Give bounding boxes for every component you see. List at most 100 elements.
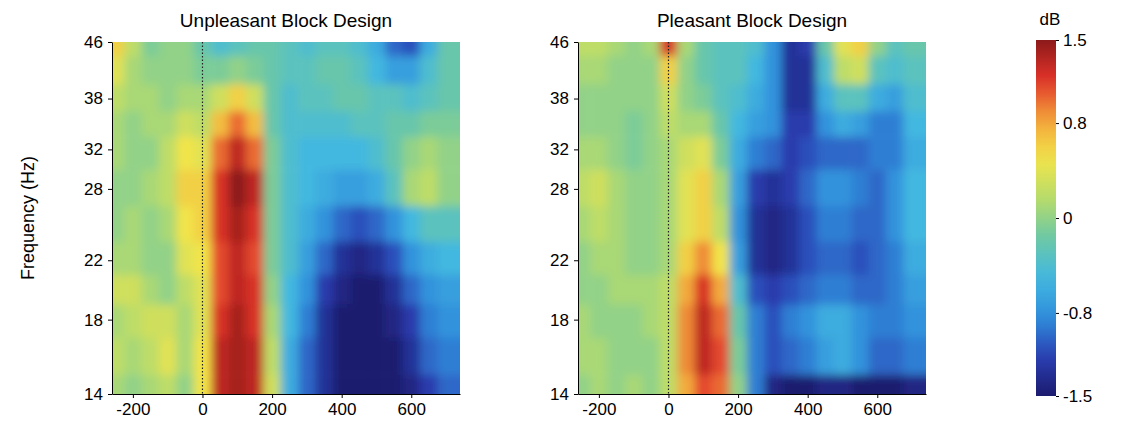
cell [176,111,194,137]
cell [263,337,281,375]
cell [712,136,730,170]
cell [176,42,194,56]
cell [437,241,460,275]
cell [142,169,160,206]
cell [246,274,264,304]
cell [368,304,386,338]
cell [677,274,695,304]
tick-label: 46 [84,33,103,52]
cell [420,241,438,275]
cell [747,206,765,242]
cell [316,136,334,170]
cell [333,337,351,375]
cell [350,136,368,170]
cell [886,241,904,275]
cell [368,206,386,242]
cell [747,55,765,84]
cell [695,274,713,304]
cell [608,241,626,275]
cell [799,42,817,56]
cell [385,169,403,206]
cell [799,241,817,275]
cell [729,337,747,375]
cell [263,169,281,206]
cell [333,304,351,338]
tick-mark [574,320,578,321]
cell [782,337,800,375]
cell [298,241,316,275]
cell [316,241,334,275]
cell [298,374,316,394]
cell [712,206,730,242]
cell [764,84,782,112]
cell [211,55,229,84]
tick-mark [574,42,578,43]
cell [578,169,591,206]
cell [112,304,125,338]
cell [176,84,194,112]
tick-label: 38 [550,89,569,108]
cell [729,241,747,275]
panel-title: Unpleasant Block Design [180,10,392,31]
cell [420,55,438,84]
cell [578,206,591,242]
cell [246,206,264,242]
tick-mark [574,189,578,190]
cell [642,169,660,206]
cell [124,241,142,275]
cell [747,169,765,206]
colorbar-title: dB [1040,10,1061,29]
cell [677,304,695,338]
cell [112,84,125,112]
cell [350,274,368,304]
onset-line [668,42,669,394]
tick-mark [1056,218,1059,219]
cell [625,304,643,338]
cell [729,206,747,242]
cell [903,304,926,338]
cell [712,304,730,338]
cell [816,55,834,84]
cell [350,304,368,338]
cell [834,84,852,112]
tick: 400 [328,394,356,419]
cell [437,169,460,206]
cell [695,111,713,137]
tick-label: 14 [550,385,569,404]
tick-label: 600 [398,400,426,419]
cell [159,84,177,112]
cell [316,206,334,242]
cell [159,274,177,304]
tick-label: -0.8 [1063,304,1092,323]
cell [816,169,834,206]
cell [608,136,626,170]
cell [747,136,765,170]
cell [211,169,229,206]
cell [281,84,299,112]
cell [403,274,421,304]
cell [403,169,421,206]
x-axis: -2000200400600 [113,394,461,419]
cell [834,55,852,84]
cell [608,337,626,375]
cell [316,374,334,394]
cell [246,136,264,170]
cell [281,42,299,56]
cell [298,55,316,84]
cell [385,274,403,304]
cell [886,304,904,338]
cell [816,206,834,242]
y-axis-title: Frequency (Hz) [18,156,38,280]
tick: 0 [198,394,207,419]
cell [578,42,591,56]
tick-mark [574,149,578,150]
cell [903,169,926,206]
cell [642,337,660,375]
cell [799,111,817,137]
y-axis: 14182228323846 [84,33,112,404]
cell [246,337,264,375]
cell [385,111,403,137]
tick-label: 46 [550,33,569,52]
tick: -200 [116,394,150,419]
cell [124,169,142,206]
